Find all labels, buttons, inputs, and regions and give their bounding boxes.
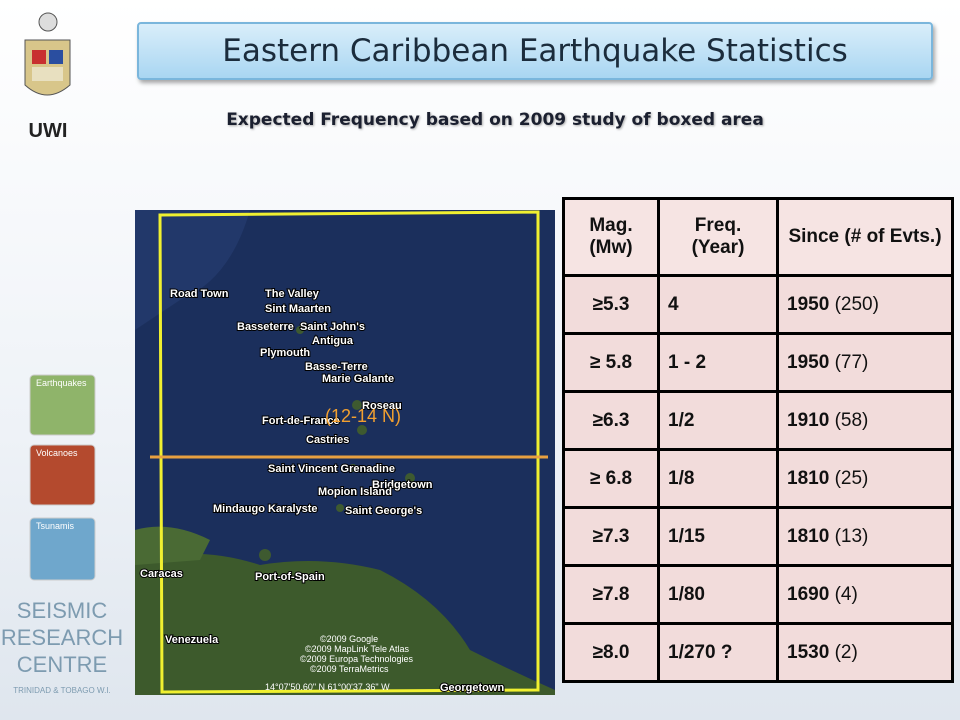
map-label: Saint Vincent Grenadine [268,463,395,475]
map-label: Castries [306,434,349,446]
event-count: (25) [834,467,869,489]
map-label: Sint Maarten [265,303,331,315]
year: 1810 [787,467,830,489]
year: 1950 [787,293,830,315]
cell: 4 [657,274,779,335]
map-credit: ©2009 Europa Technologies [300,654,414,664]
box-label: (12-14 N) [325,406,401,426]
map-label: Plymouth [260,347,310,359]
cell: 1690 (4) [776,564,954,625]
map-label: Fort-de-France [262,415,340,427]
map-label: Roseau [362,400,402,412]
header-cell: Freq. (Year) [657,197,779,277]
event-count: (250) [834,293,879,315]
map-label: Road Town [170,288,229,300]
cell: 1910 (58) [776,390,954,451]
map-label: Basse-Terre [305,361,368,373]
cell: 1 - 2 [657,332,779,393]
map-credit: ©2009 Google [320,634,378,644]
table-row: ≥8.0 1/270 ? 1530 (2) [562,622,954,683]
event-count: (77) [834,351,869,373]
icon-label: Earthquakes [36,378,87,388]
subtitle: Expected Frequency based on 2009 study o… [226,110,764,130]
map-label: Basseterre [237,321,294,333]
map-label: Mindaugo Karalyste [213,503,318,515]
map-credit: ©2009 TerraMetrics [310,664,389,674]
icon [29,374,96,436]
org-name: RESEARCH [1,625,123,650]
stats-table: Mag. (Mw) Freq. (Year) Since (# of Evts.) ≥… [562,197,954,683]
cell: 1810 (13) [776,506,954,567]
header-row: Mag. (Mw) Freq. (Year) Since (# of Evts.) [562,197,954,277]
year: 1530 [787,641,830,663]
table-row: ≥5.3 4 1950 (250) [562,274,954,335]
header-cell: Since (# of Evts.) [776,197,954,277]
org-name: CENTRE [17,652,107,677]
year: 1950 [787,351,830,373]
cell: 1810 (25) [776,448,954,509]
cell: ≥ 6.8 [562,448,660,509]
cell: ≥8.0 [562,622,660,683]
crest [24,12,71,96]
map-label: Mopion Island [318,486,392,498]
icon-label: Tsunamis [36,521,75,531]
icon-label: Volcanoes [36,448,78,458]
map-credit: ©2009 MapLink Tele Atlas [305,644,410,654]
map-label: Saint George's [345,505,422,517]
title: Eastern Caribbean Earthquake Statistics [137,22,933,80]
logo-text: UWI [29,120,68,142]
table-row: ≥7.3 1/15 1810 (13) [562,506,954,567]
map-label: The Valley [265,288,320,300]
cell: 1950 (77) [776,332,954,393]
map-label: Marie Galante [322,373,394,385]
icon [29,444,96,506]
cell: ≥5.3 [562,274,660,335]
cell: 1/2 [657,390,779,451]
map-label: Georgetown [440,682,504,694]
cell: 1530 (2) [776,622,954,683]
cell: ≥7.3 [562,506,660,567]
table-row: ≥7.8 1/80 1690 (4) [562,564,954,625]
event-count: (4) [834,583,858,605]
cell: ≥7.8 [562,564,660,625]
event-count: (2) [834,641,858,663]
event-count: (58) [834,409,869,431]
cell: 1/8 [657,448,779,509]
table-row: ≥ 6.8 1/8 1810 (25) [562,448,954,509]
cell: 1/15 [657,506,779,567]
map-label: Caracas [140,568,183,580]
cell: 1/270 ? [657,622,779,683]
map [135,210,555,695]
org-location: TRINIDAD & TOBAGO W.I. [13,686,111,695]
table-row: ≥6.3 1/2 1910 (58) [562,390,954,451]
cell: 1950 (250) [776,274,954,335]
map-label: Saint John's [300,321,365,333]
map-coordinates: 14°07'50.60" N 61°00'37.36" W [265,682,390,692]
org-name: SEISMIC [17,598,108,623]
year: 1910 [787,409,830,431]
map-label: Bridgetown [372,479,433,491]
map-label: Port-of-Spain [255,571,325,583]
cell: 1/80 [657,564,779,625]
event-count: (13) [834,525,869,547]
table-row: ≥ 5.8 1 - 2 1950 (77) [562,332,954,393]
map-label: Venezuela [165,634,219,646]
icon [29,517,96,581]
year: 1690 [787,583,830,605]
year: 1810 [787,525,830,547]
map-label: Antigua [312,335,354,347]
cell: ≥6.3 [562,390,660,451]
header-cell: Mag. (Mw) [562,197,660,277]
cell: ≥ 5.8 [562,332,660,393]
